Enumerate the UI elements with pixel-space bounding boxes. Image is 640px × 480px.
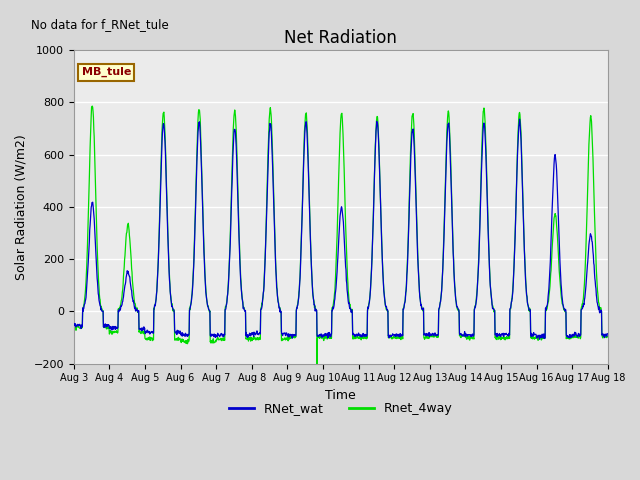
Title: Net Radiation: Net Radiation — [284, 29, 397, 47]
Legend: RNet_wat, Rnet_4way: RNet_wat, Rnet_4way — [224, 397, 458, 420]
Text: MB_tule: MB_tule — [82, 67, 131, 77]
Y-axis label: Solar Radiation (W/m2): Solar Radiation (W/m2) — [15, 134, 28, 280]
X-axis label: Time: Time — [325, 389, 356, 402]
Text: No data for f_RNet_tule: No data for f_RNet_tule — [31, 18, 169, 31]
